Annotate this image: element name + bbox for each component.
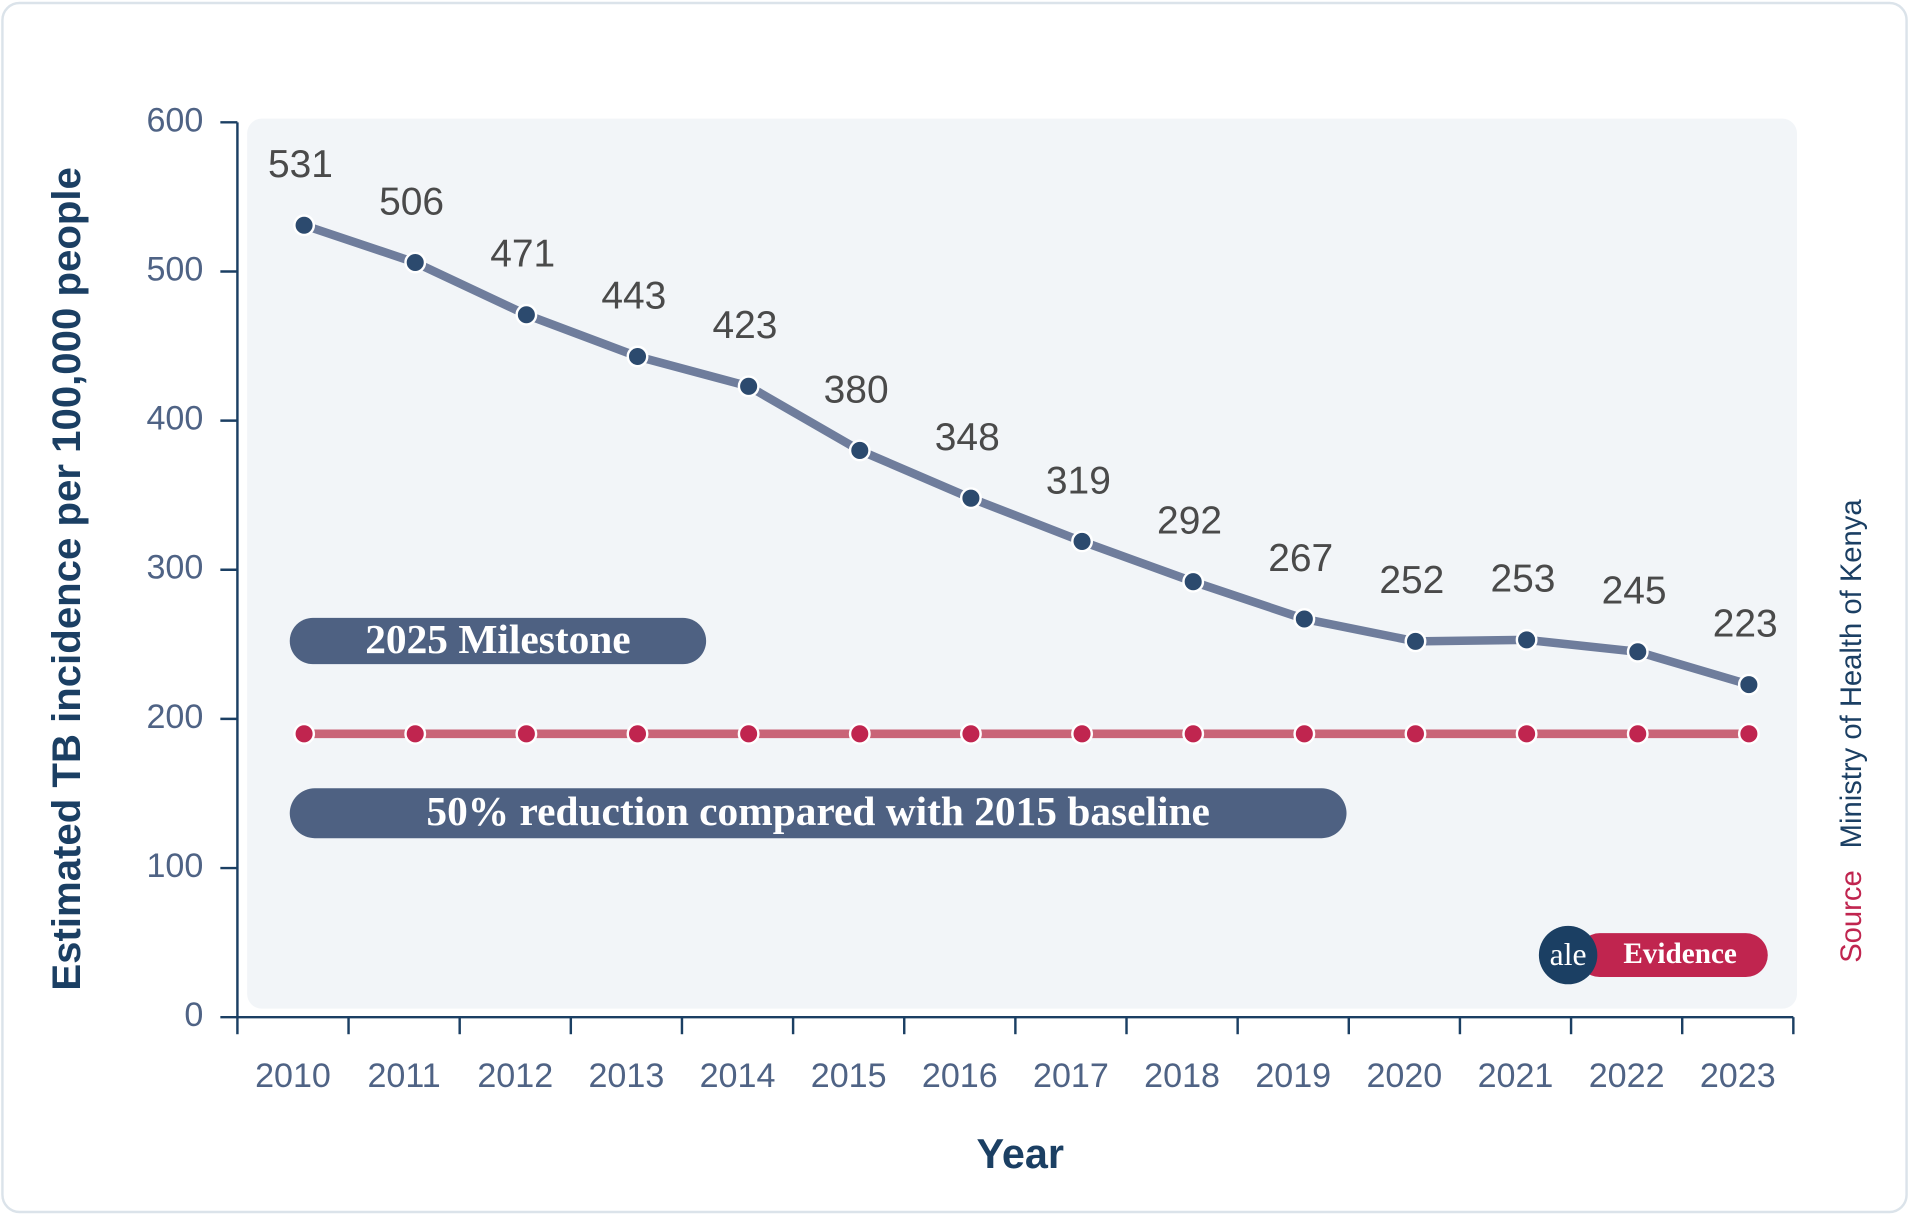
data-label: 253 [1490,558,1555,601]
data-label: 245 [1602,570,1667,613]
brand-mark: ale [1550,937,1587,972]
point [959,722,982,745]
plot-area [247,118,1797,1009]
y-axis-title: Estimated TB incidence per 100,000 peopl… [44,167,89,991]
point [1737,722,1760,745]
data-label: 319 [1046,459,1111,502]
y-tick-label: 200 [146,698,203,736]
data-label: 443 [601,274,666,317]
milestone-label: 2025 Milestone [365,616,630,662]
y-tick-label: 400 [146,400,203,438]
brand-circle [1538,925,1598,985]
point [848,722,871,745]
point [1404,722,1427,745]
y-tick-label: 100 [146,847,203,885]
point [1071,530,1094,553]
point [737,722,760,745]
data-label: 292 [1157,500,1222,543]
point [848,439,871,462]
data-label: 267 [1268,537,1333,580]
x-axis-title: Year [977,1131,1064,1177]
source-name: Ministry of Health of Kenya [1836,499,1868,849]
point [1737,673,1760,696]
point [1515,722,1538,745]
data-label: 252 [1379,559,1444,602]
point [1404,630,1427,653]
source-note: Source Ministry of Health of Kenya [1836,499,1868,963]
x-tick-label: 2020 [1366,1057,1442,1095]
point [737,375,760,398]
point [1071,722,1094,745]
point [515,303,538,326]
data-label: 223 [1713,602,1778,645]
data-label: 506 [379,180,444,223]
source-label: Source [1836,870,1868,963]
point [404,722,427,745]
x-tick-label: 2010 [255,1057,331,1095]
x-tick-label: 2023 [1700,1057,1776,1095]
x-tick-label: 2015 [811,1057,887,1095]
point [1293,722,1316,745]
data-label: 380 [824,368,889,411]
x-tick-label: 2012 [477,1057,553,1095]
x-tick-label: 2016 [922,1057,998,1095]
data-label: 471 [490,233,555,276]
source: Source Ministry of Health of Kenya [1836,499,1868,963]
point [293,722,316,745]
point [1182,570,1205,593]
x-tick-label: 2011 [367,1057,440,1095]
point [293,214,316,237]
annotation: 50% reduction compared with 2015 baselin… [426,788,1209,834]
point [1293,608,1316,630]
x-tick-label: 2018 [1144,1057,1220,1095]
brand-logo: ale Evidence [1538,925,1768,985]
data-label: 423 [713,304,778,347]
x-tick-label: 2017 [1033,1057,1109,1095]
point [515,722,538,745]
x-tick-label: 2021 [1478,1057,1554,1095]
brand-pill [1577,933,1768,978]
point [404,251,427,274]
milestone-label-pill [289,617,707,665]
data-label: 531 [268,143,333,186]
data-label: 348 [935,416,1000,459]
y-tick-label: 600 [146,101,203,139]
y-tick-label: 300 [146,549,203,587]
point [626,345,649,368]
annotation-pill [289,788,1347,839]
x-tick-label: 2019 [1255,1057,1331,1095]
point [626,722,649,745]
point [1626,722,1649,745]
brand-name: Evidence [1623,938,1737,970]
x-tick-label: 2022 [1589,1057,1665,1095]
y-tick-label: 0 [184,996,203,1034]
point [1626,640,1649,663]
point [1515,628,1538,651]
x-tick-label: 2013 [588,1057,664,1095]
series-line [302,221,1751,689]
point [959,487,982,510]
x-tick-label: 2014 [700,1057,776,1095]
point [1182,722,1205,745]
y-tick-label: 500 [146,250,203,288]
